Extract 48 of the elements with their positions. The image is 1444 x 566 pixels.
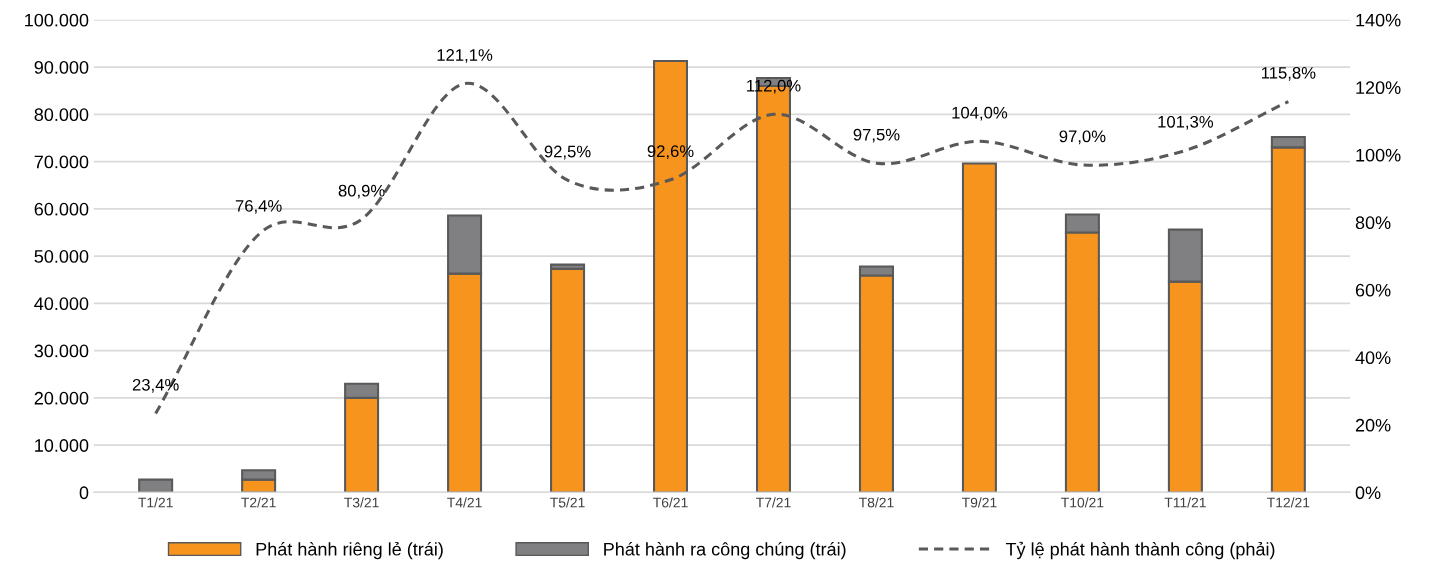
y-tick-label: 20.000 xyxy=(34,391,89,405)
x-tick-label: T4/21 xyxy=(447,497,482,508)
x-tick-label: T2/21 xyxy=(241,497,276,508)
x-tick-label: T5/21 xyxy=(550,497,585,508)
data-label: 101,3% xyxy=(1158,115,1214,130)
data-label: 104,0% xyxy=(952,106,1008,121)
bar xyxy=(961,162,997,493)
y-tick-label: 80.000 xyxy=(34,108,89,122)
y2-tick-label: 80% xyxy=(1355,216,1391,230)
x-tick-label: T1/21 xyxy=(138,497,173,508)
y2-tick-label: 20% xyxy=(1355,418,1391,432)
x-tick-label: T7/21 xyxy=(756,497,791,508)
y-tick-label: 0 xyxy=(79,486,89,500)
y-tick-label: 90.000 xyxy=(34,61,89,74)
x-tick-label: T6/21 xyxy=(653,497,688,508)
x-tick-label: T12/21 xyxy=(1267,497,1310,508)
y-tick-label: 60.000 xyxy=(34,202,89,216)
y-tick-label: 70.000 xyxy=(34,155,89,169)
data-label: 23,4% xyxy=(132,378,179,393)
y-tick-label: 100.000 xyxy=(25,13,89,27)
data-label: 121,1% xyxy=(437,49,493,63)
y2-tick-label: 0% xyxy=(1355,486,1381,500)
x-tick-label: T10/21 xyxy=(1061,497,1104,508)
y-tick-label: 50.000 xyxy=(34,250,89,263)
data-label: 76,4% xyxy=(235,199,282,214)
y-tick-label: 30.000 xyxy=(34,344,89,358)
x-tick-label: T9/21 xyxy=(961,497,997,508)
y2-tick-label: 60% xyxy=(1355,283,1391,297)
y2-tick-label: 140% xyxy=(1356,13,1401,27)
x-tick-label: T11/21 xyxy=(1164,497,1206,508)
y-tick-label: 10.000 xyxy=(35,439,89,452)
legend-label: Phát hành ra công chúng (trái) xyxy=(604,542,846,560)
data-label: 80,9% xyxy=(338,184,385,199)
x-tick-label: T3/21 xyxy=(344,497,379,508)
data-label: 97,0% xyxy=(1059,130,1106,145)
legend-label: Tỷ lệ phát hành thành công (phải) xyxy=(1005,541,1275,560)
y2-tick-label: 120% xyxy=(1356,81,1401,95)
data-label: 97,5% xyxy=(853,128,900,143)
y2-tick-label: 100% xyxy=(1356,148,1401,162)
x-tick-label: T8/21 xyxy=(859,497,894,508)
data-label: 112,0% xyxy=(747,79,801,94)
legend-label: Phát hành riêng lẻ (trái) xyxy=(256,541,443,560)
bar xyxy=(550,267,586,493)
data-label: 115,8% xyxy=(1261,66,1316,81)
y2-tick-label: 40% xyxy=(1355,351,1391,365)
y-tick-label: 40.000 xyxy=(34,297,89,311)
data-label: 92,5% xyxy=(544,145,591,160)
bar xyxy=(138,478,174,493)
